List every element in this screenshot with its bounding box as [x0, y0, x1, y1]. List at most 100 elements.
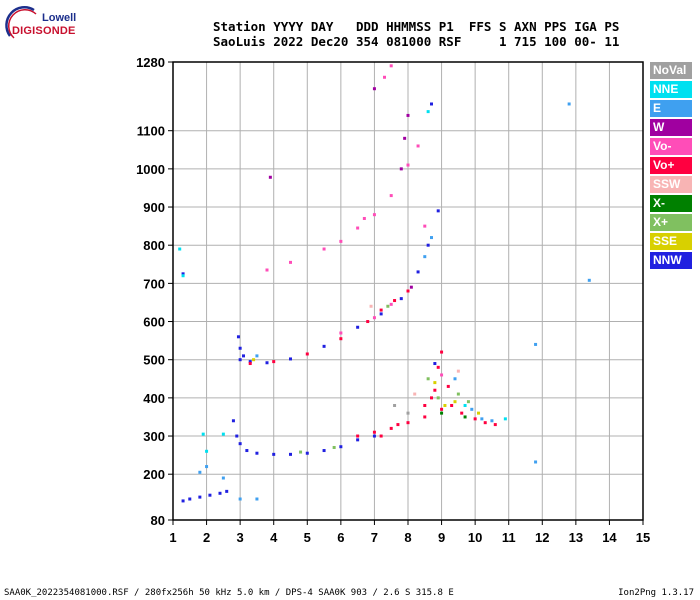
point-e	[238, 497, 242, 501]
point-vo-	[440, 407, 444, 411]
point-nnw	[416, 270, 420, 274]
lowell-digisonde-logo: Lowell DIGISONDE	[4, 4, 84, 44]
point-vo-	[430, 396, 433, 400]
point-vo-	[450, 404, 454, 407]
point-vo-	[423, 415, 427, 419]
x-tick-label: 6	[337, 530, 344, 545]
point-nnw	[255, 451, 259, 455]
y-tick-label: 1280	[136, 55, 165, 70]
point-nne	[503, 417, 507, 421]
footer-version: Ion2Png 1.3.17	[618, 588, 694, 598]
point-nnw	[265, 361, 269, 365]
point-vo-	[356, 226, 360, 230]
point-vo-	[272, 360, 276, 364]
y-tick-label: 300	[143, 429, 165, 444]
point-x-	[436, 396, 440, 400]
point-vo-	[356, 434, 360, 438]
x-tick-label: 11	[502, 530, 516, 545]
point-e	[534, 342, 538, 346]
point-w	[403, 136, 407, 140]
point-x-	[332, 445, 336, 449]
y-tick-label: 800	[143, 238, 165, 253]
y-tick-label: 1000	[136, 162, 165, 177]
point-nnw	[238, 358, 242, 362]
point-e	[255, 354, 259, 358]
point-vo-	[389, 194, 393, 198]
header-labels: Station YYYY DAY DDD HHMMSS P1 FFS S AXN…	[213, 19, 620, 34]
point-x-	[440, 411, 444, 415]
point-vo-	[248, 362, 252, 366]
point-vo-	[440, 373, 444, 377]
legend-item-e: E	[650, 100, 692, 117]
point-nnw	[436, 209, 440, 213]
point-e	[534, 460, 538, 464]
point-vo-	[289, 260, 292, 264]
point-e	[205, 465, 209, 469]
point-nnw	[181, 272, 185, 276]
legend-item-ssw: SSW	[650, 176, 692, 193]
point-vo-	[433, 388, 437, 392]
y-tick-label: 1100	[137, 124, 165, 139]
point-nnw	[238, 442, 242, 446]
point-nnw	[225, 489, 229, 493]
point-vo-	[379, 308, 383, 312]
legend-item-x-: X+	[650, 214, 692, 231]
point-vo-	[379, 434, 383, 438]
point-e	[480, 417, 484, 421]
point-x-	[426, 377, 430, 381]
y-tick-label: 700	[143, 276, 165, 291]
point-nnw	[339, 445, 343, 449]
point-vo-	[440, 350, 444, 354]
point-vo-	[483, 421, 487, 425]
point-e	[255, 497, 259, 501]
point-vo-	[446, 384, 450, 388]
point-vo-	[372, 316, 376, 320]
point-e	[221, 476, 225, 480]
x-tick-label: 4	[270, 530, 278, 545]
point-nnw	[356, 325, 360, 329]
x-tick-label: 3	[237, 530, 244, 545]
point-nnw	[399, 297, 403, 301]
logo-arc-icon	[5, 6, 37, 39]
point-x-	[463, 415, 467, 419]
point-vo-	[339, 331, 343, 335]
x-tick-label: 9	[438, 530, 445, 545]
point-sse	[443, 404, 447, 407]
point-nnw	[188, 497, 192, 501]
point-vo-	[473, 417, 477, 421]
point-vo-	[423, 224, 427, 228]
point-e	[198, 470, 202, 474]
logo-line2: DIGISONDE	[12, 25, 76, 37]
point-nnw	[198, 495, 202, 499]
legend-item-vo-: Vo+	[650, 157, 692, 174]
point-vo-	[389, 302, 393, 306]
point-nnw	[322, 344, 326, 348]
header-values: SaoLuis 2022 Dec20 354 081000 RSF 1 715 …	[213, 34, 620, 49]
point-vo-	[339, 239, 343, 243]
legend-item-nnw: NNW	[650, 252, 692, 269]
point-e	[470, 407, 474, 411]
point-nnw	[218, 491, 222, 495]
point-ssw	[413, 392, 417, 396]
y-tick-label: 400	[143, 391, 165, 406]
point-vo-	[416, 144, 420, 148]
point-e	[453, 377, 457, 381]
point-nnw	[245, 449, 249, 453]
point-vo-	[383, 75, 386, 79]
point-x-	[299, 450, 303, 454]
point-vo-	[389, 64, 393, 68]
point-vo-	[406, 421, 410, 425]
point-e	[567, 102, 571, 106]
y-tick-label: 900	[143, 200, 165, 215]
point-nnw	[235, 434, 239, 438]
point-nnw	[231, 419, 235, 423]
legend-item-w: W	[650, 119, 692, 136]
x-tick-label: 1	[169, 530, 176, 545]
point-vo-	[372, 430, 376, 434]
x-tick-label: 12	[535, 530, 549, 545]
footer-file-info: SAA0K_2022354081000.RSF / 280fx256h 50 k…	[4, 588, 454, 598]
point-sse	[252, 358, 256, 362]
x-tick-label: 10	[468, 530, 482, 545]
point-vo-	[396, 423, 400, 427]
